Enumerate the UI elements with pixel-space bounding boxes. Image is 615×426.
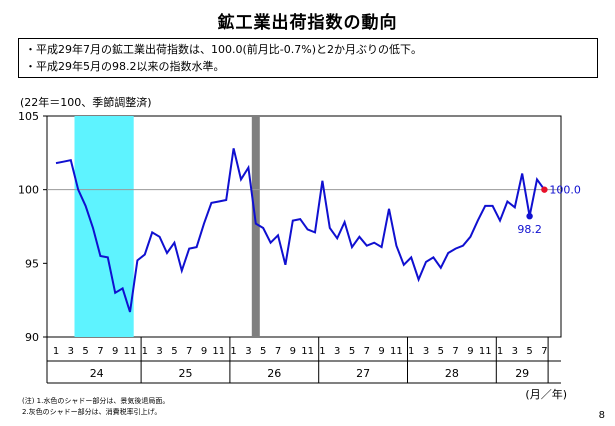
x-month-label: 11 [479, 346, 492, 357]
x-month-label: 5 [349, 346, 355, 357]
x-month-label: 1 [230, 346, 236, 357]
x-month-label: 9 [201, 346, 207, 357]
footnote-1: (注) 1.水色のシャドー部分は、景気後退局面。 [22, 397, 170, 405]
page-title: 鉱工業出荷指数の動向 [217, 13, 398, 33]
x-month-label: 5 [171, 346, 177, 357]
footnotes: (注) 1.水色のシャドー部分は、景気後退局面。 2.灰色のシャドー部分は、消費… [22, 396, 169, 418]
tax-hike-shade [251, 116, 260, 337]
x-month-label: 5 [260, 346, 266, 357]
y-tick-label: 100 [18, 184, 39, 197]
x-month-label: 3 [334, 346, 340, 357]
x-month-label: 11 [390, 346, 403, 357]
x-month-label: 3 [512, 346, 518, 357]
summary-box: ・平成29年7月の鉱工業出荷指数は、100.0(前月比-0.7%)と2か月ぶりの… [18, 38, 598, 78]
x-month-label: 7 [97, 346, 103, 357]
summary-bullet-1: ・平成29年7月の鉱工業出荷指数は、100.0(前月比-0.7%)と2か月ぶりの… [25, 43, 422, 56]
x-month-label: 1 [319, 346, 325, 357]
y-axis-unit-label: (22年＝100、季節調整済) [20, 96, 152, 109]
shipments-index-line [55, 148, 546, 313]
x-month-label: 5 [438, 346, 444, 357]
y-tick-label: 90 [25, 331, 39, 344]
x-month-label: 7 [186, 346, 192, 357]
x-month-label: 1 [497, 346, 503, 357]
x-year-label: 29 [515, 367, 529, 380]
x-month-label: 1 [53, 346, 59, 357]
x-year-label: 26 [267, 367, 281, 380]
x-month-label: 5 [82, 346, 88, 357]
x-month-label: 11 [124, 346, 137, 357]
x-year-label: 27 [356, 367, 370, 380]
x-month-label: 7 [452, 346, 458, 357]
y-axis-ticks: 90 95 100 105 [18, 110, 47, 344]
x-month-label: 1 [408, 346, 414, 357]
x-month-label: 9 [467, 346, 473, 357]
x-month-label: 7 [541, 346, 547, 357]
x-month-label: 3 [68, 346, 74, 357]
shaded-periods [74, 116, 260, 337]
x-month-label: 3 [245, 346, 251, 357]
x-month-label: 1 [142, 346, 148, 357]
x-year-label: 25 [179, 367, 193, 380]
low-point-marker [526, 212, 533, 220]
x-month-label: 3 [156, 346, 162, 357]
x-axis-unit-label: (月／年) [525, 388, 567, 401]
x-month-label: 11 [212, 346, 225, 357]
recession-shade [74, 116, 134, 337]
y-tick-label: 105 [18, 110, 39, 123]
latest-point-marker [541, 186, 548, 193]
annotations: 98.2 100.0 [517, 184, 581, 237]
x-month-label: 11 [301, 346, 314, 357]
x-month-label: 7 [275, 346, 281, 357]
low-value-label: 98.2 [517, 223, 542, 236]
x-month-label: 9 [290, 346, 296, 357]
page-number: 8 [598, 410, 605, 421]
summary-bullet-2: ・平成29年5月の98.2以来の指数水準。 [25, 60, 225, 73]
latest-value-label: 100.0 [549, 184, 581, 197]
x-year-label: 28 [445, 367, 459, 380]
footnote-2: 2.灰色のシャドー部分は、消費税率引上げ。 [22, 408, 162, 416]
y-tick-label: 95 [25, 257, 39, 270]
x-month-label: 9 [378, 346, 384, 357]
x-month-label: 5 [526, 346, 532, 357]
x-year-label: 24 [90, 367, 104, 380]
x-month-label: 7 [364, 346, 370, 357]
x-month-label: 9 [112, 346, 118, 357]
x-month-label: 3 [423, 346, 429, 357]
